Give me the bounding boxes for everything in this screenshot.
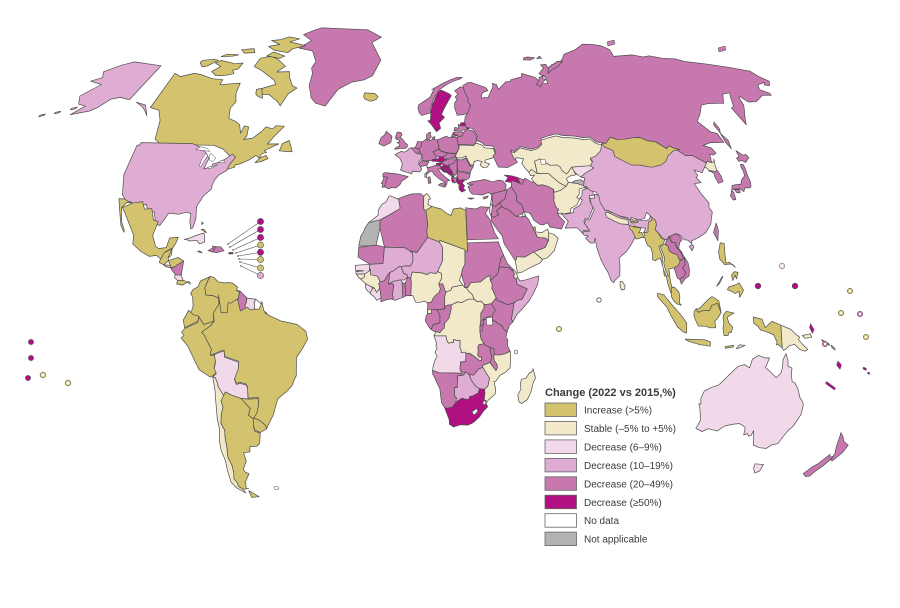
- svg-text:Decrease (20–49%): Decrease (20–49%): [584, 479, 673, 490]
- svg-text:Decrease (6–9%): Decrease (6–9%): [584, 442, 662, 453]
- svg-text:Decrease (10–19%): Decrease (10–19%): [584, 461, 673, 472]
- svg-text:Not applicable: Not applicable: [584, 535, 648, 546]
- svg-text:Change (2022 vs 2015,%): Change (2022 vs 2015,%): [545, 387, 676, 399]
- svg-text:Stable (–5% to +5%): Stable (–5% to +5%): [584, 424, 676, 435]
- svg-text:Decrease (≥50%): Decrease (≥50%): [584, 498, 662, 509]
- svg-text:No data: No data: [584, 516, 619, 527]
- svg-text:Increase (>5%): Increase (>5%): [584, 406, 652, 417]
